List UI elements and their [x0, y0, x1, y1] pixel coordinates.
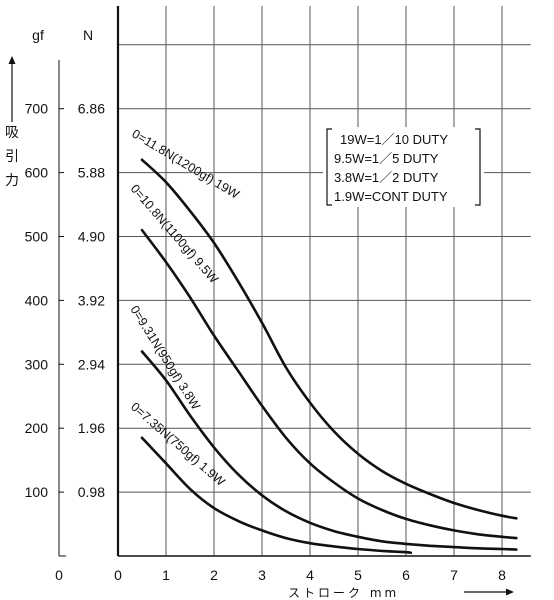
- y-axis-title-text: 吸引力: [5, 125, 19, 189]
- y-axis-title-char: 引: [5, 149, 19, 165]
- y-unit-N: N: [83, 27, 93, 43]
- duty-legend-1-9w: 1.9W=CONT DUTY: [334, 189, 448, 204]
- x-tick-label: 0: [114, 567, 122, 583]
- left-axis-zero-label: 0: [55, 567, 63, 583]
- y-axis-arrowhead: [8, 56, 16, 64]
- duty-legend-19w: 19W=1／10 DUTY: [340, 132, 448, 147]
- x-tick-label: 2: [210, 567, 218, 583]
- y-tick-label-N: 0.98: [78, 484, 105, 500]
- series-curve-3: [140, 350, 518, 551]
- x-axis-title: ストローク mm: [288, 586, 514, 600]
- y-unit-gf: gf: [32, 27, 44, 43]
- y-tick-label-N: 1.96: [78, 420, 105, 436]
- y-tick-label-N: 3.92: [78, 292, 105, 308]
- y-axis-title-char: 力: [5, 173, 19, 189]
- duty-legend: 19W=1／10 DUTY 9.5W=1／5 DUTY 3.8W=1／2 DUT…: [323, 127, 484, 207]
- duty-legend-right-bracket: [475, 128, 481, 206]
- series-curve-1: [140, 158, 518, 520]
- grid-lines: [118, 6, 531, 556]
- duty-legend-background: [323, 127, 484, 207]
- y-tick-label-N: 4.90: [78, 229, 105, 245]
- y-tick-label-gf: 100: [25, 484, 49, 500]
- series-curves: [140, 158, 518, 555]
- y-tick-label-N: 5.88: [78, 165, 105, 181]
- x-tick-label: 5: [354, 567, 362, 583]
- x-tick-label: 4: [306, 567, 314, 583]
- x-tick-label: 3: [258, 567, 266, 583]
- y-tick-label-N: 6.86: [78, 101, 105, 117]
- axes: [58, 6, 531, 557]
- y-tick-label-gf: 500: [25, 229, 49, 245]
- x-tick-label: 6: [402, 567, 410, 583]
- duty-legend-3-8w: 3.8W=1／2 DUTY: [334, 170, 439, 185]
- series-curve-4: [140, 436, 413, 555]
- y-tick-label-gf: 200: [25, 420, 49, 436]
- y-tick-label-gf: 700: [25, 101, 49, 117]
- series-curve-2: [140, 228, 518, 540]
- y-axis-title-char: 吸: [5, 125, 19, 141]
- duty-legend-9-5w: 9.5W=1／5 DUTY: [334, 151, 439, 166]
- y-tick-label-gf: 400: [25, 292, 49, 308]
- tick-labels: 0 1 2 3 4 5 6 7 8 100 200 300 400 500 600 700 0.98 1.96 2.…: [25, 101, 506, 583]
- y-tick-label-gf: 300: [25, 356, 49, 372]
- x-tick-label: 8: [498, 567, 506, 583]
- x-tick-label: 1: [162, 567, 170, 583]
- duty-legend-left-bracket: [326, 128, 332, 206]
- y-axis-title: 吸引力: [5, 56, 19, 189]
- x-tick-label: 7: [450, 567, 458, 583]
- x-axis-arrowhead: [506, 588, 514, 596]
- y-tick-label-N: 2.94: [78, 356, 105, 372]
- y-tick-label-gf: 600: [25, 165, 49, 181]
- x-axis-title-text: ストローク mm: [288, 586, 399, 600]
